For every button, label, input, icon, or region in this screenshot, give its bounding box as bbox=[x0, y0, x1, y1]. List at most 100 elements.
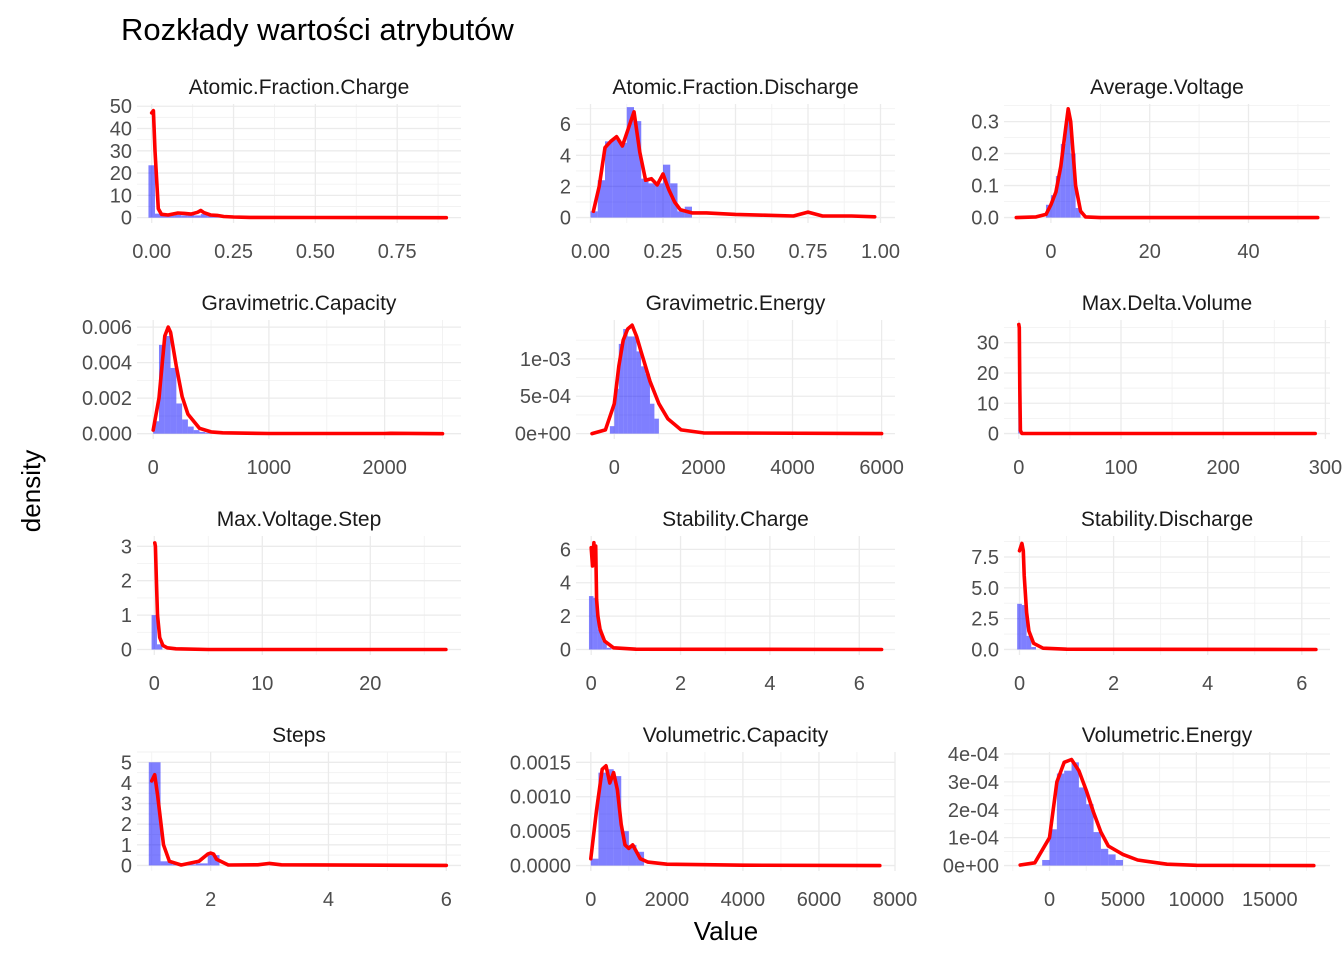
histogram-bar bbox=[195, 863, 208, 866]
histogram-bar bbox=[641, 178, 649, 218]
density-curve bbox=[1018, 757, 1316, 868]
histogram-bar bbox=[182, 419, 188, 434]
histogram-bar bbox=[1064, 770, 1072, 866]
histogram-bar bbox=[628, 844, 637, 866]
x-tick-label: 1.00 bbox=[861, 241, 900, 263]
density-curve bbox=[589, 540, 884, 652]
histogram-bar bbox=[598, 772, 607, 866]
histogram-bar bbox=[619, 142, 627, 218]
x-tick-label: 0 bbox=[1013, 457, 1024, 479]
y-tick-label: 20 bbox=[110, 163, 132, 185]
y-tick-label: 0 bbox=[121, 855, 132, 877]
y-tick-label: 5 bbox=[121, 752, 132, 774]
histogram-bar bbox=[200, 214, 208, 218]
histogram-bar bbox=[597, 180, 605, 218]
histogram-bar bbox=[187, 214, 195, 218]
x-tick-label: 6000 bbox=[859, 457, 904, 479]
x-tick-label: 20 bbox=[1139, 241, 1161, 263]
histogram-bar bbox=[588, 596, 594, 650]
y-tick-label: 0.006 bbox=[82, 317, 132, 339]
x-tick-label: 0.00 bbox=[571, 241, 610, 263]
y-tick-label: 3 bbox=[121, 536, 132, 558]
x-tick-label: 200 bbox=[1207, 457, 1240, 479]
x-tick-label: 2 bbox=[675, 673, 686, 695]
density-curve bbox=[1014, 107, 1320, 220]
x-tick-label: 10000 bbox=[1169, 889, 1225, 911]
x-tick-label: 0.50 bbox=[716, 241, 755, 263]
x-tick-label: 300 bbox=[1309, 457, 1342, 479]
y-tick-label: 0 bbox=[121, 639, 132, 661]
y-tick-label: 0.3 bbox=[971, 112, 999, 134]
y-tick-label: 30 bbox=[110, 141, 132, 163]
y-tick-label: 2.5 bbox=[971, 609, 999, 631]
y-tick-label: 4 bbox=[560, 145, 571, 167]
y-tick-label: 1 bbox=[121, 605, 132, 627]
histogram-bar bbox=[151, 615, 157, 650]
y-tick-label: 10 bbox=[110, 185, 132, 207]
x-tick-label: 0.75 bbox=[789, 241, 828, 263]
histogram-bar bbox=[170, 367, 177, 434]
histogram-bar bbox=[1086, 804, 1094, 866]
panel-4: Gravimetric.Energy 0 2000 4000 6000 0e+00 5e-0… bbox=[515, 292, 904, 479]
histogram-bar bbox=[156, 644, 163, 650]
histogram-bar bbox=[663, 164, 671, 218]
x-tick-label: 1000 bbox=[247, 457, 292, 479]
y-tick-label: 30 bbox=[977, 333, 999, 355]
y-tick-label: 0 bbox=[121, 208, 132, 230]
x-tick-label: 0 bbox=[585, 889, 596, 911]
x-tick-label: 40 bbox=[1237, 241, 1259, 263]
histogram-bar bbox=[1115, 859, 1123, 866]
x-tick-label: 0 bbox=[609, 457, 620, 479]
density-curve bbox=[1016, 322, 1317, 436]
panel-8: Stability.Discharge 0 2 4 6 0.0 2.5 5.0 7.5 bbox=[971, 508, 1330, 695]
x-tick-label: 5000 bbox=[1101, 889, 1146, 911]
histogram-bar bbox=[1075, 207, 1081, 218]
x-tick-label: 0 bbox=[1014, 673, 1025, 695]
x-tick-label: 6000 bbox=[797, 889, 842, 911]
histogram-bar bbox=[612, 139, 620, 218]
histogram-bar bbox=[148, 165, 155, 218]
x-tick-label: 6 bbox=[441, 889, 452, 911]
histogram-bar bbox=[590, 858, 599, 866]
y-tick-label: 4e-04 bbox=[948, 744, 999, 766]
x-tick-label: 0.75 bbox=[378, 241, 417, 263]
facet-strip-label: Gravimetric.Energy bbox=[646, 292, 826, 315]
x-tick-label: 0 bbox=[586, 673, 597, 695]
histogram-bar bbox=[609, 426, 615, 434]
histogram-bar bbox=[158, 344, 165, 434]
histogram-bar bbox=[623, 328, 628, 434]
x-tick-label: 2 bbox=[205, 889, 216, 911]
histogram-bar bbox=[181, 215, 188, 218]
x-tick-label: 6 bbox=[1296, 673, 1307, 695]
x-tick-label: 0.25 bbox=[214, 241, 253, 263]
density-curve bbox=[153, 541, 448, 652]
facet-strip-label: Atomic.Fraction.Charge bbox=[189, 76, 410, 99]
histogram-bar bbox=[621, 831, 629, 866]
y-tick-label: 50 bbox=[110, 96, 132, 118]
y-tick-label: 0 bbox=[560, 208, 571, 230]
y-tick-label: 7.5 bbox=[971, 547, 999, 569]
histogram-bar bbox=[207, 855, 220, 866]
histogram-bar bbox=[1042, 859, 1050, 866]
histogram-bar bbox=[199, 431, 206, 434]
facet-strip-label: Steps bbox=[272, 724, 326, 747]
histogram-bar bbox=[649, 403, 655, 434]
x-tick-label: 2000 bbox=[645, 889, 690, 911]
histogram-bar bbox=[1031, 646, 1036, 650]
y-tick-label: 0e+00 bbox=[515, 424, 571, 446]
density-curve bbox=[1017, 541, 1318, 652]
histogram-bar bbox=[155, 213, 162, 218]
histogram-bar bbox=[1060, 143, 1066, 218]
y-tick-label: 0.2 bbox=[971, 144, 999, 166]
facet-strip-label: Gravimetric.Capacity bbox=[202, 292, 397, 315]
panel-6: Max.Voltage.Step 0 10 20 0 1 2 3 bbox=[121, 508, 461, 695]
histogram-bar bbox=[655, 183, 663, 218]
y-tick-label: 0 bbox=[988, 424, 999, 446]
y-tick-label: 5e-04 bbox=[520, 386, 571, 408]
density-curve bbox=[590, 323, 884, 436]
y-tick-label: 0e+00 bbox=[943, 856, 999, 878]
histogram-bar bbox=[1070, 153, 1076, 218]
x-tick-label: 2 bbox=[1108, 673, 1119, 695]
x-tick-label: 0.00 bbox=[132, 241, 171, 263]
